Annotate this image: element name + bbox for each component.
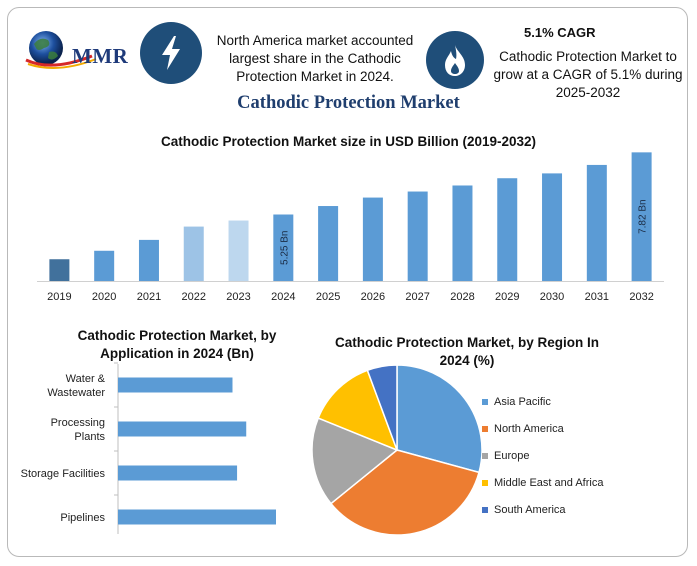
legend-item: South America <box>482 496 603 523</box>
legend-item: Europe <box>482 442 603 469</box>
bar-2026 <box>362 197 383 281</box>
x-tick-label: 2028 <box>450 291 474 303</box>
pie-slice-north-america <box>329 449 480 536</box>
bar-2023 <box>228 220 249 281</box>
x-tick-label: 2020 <box>92 291 116 303</box>
cagr-title: 5.1% CAGR <box>524 25 596 40</box>
pie-slice-south-america <box>366 364 398 451</box>
logo-text: MMR <box>72 44 129 68</box>
bar-2027 <box>407 191 428 281</box>
bar-2020 <box>94 250 115 281</box>
category-label: Water & Wastewater <box>47 373 105 399</box>
x-tick-label: 2024 <box>271 291 295 303</box>
data-label-2032: 7.82 Bn <box>638 199 649 233</box>
pie-slice-europe <box>311 417 399 505</box>
bar-chart-title: Cathodic Protection Market size in USD B… <box>160 134 537 149</box>
legend-swatch <box>482 479 488 486</box>
legend-swatch <box>482 398 488 405</box>
bar-2024 <box>273 214 294 281</box>
legend-item: North America <box>482 415 603 442</box>
hbar-water-wastewater <box>118 377 233 393</box>
region-chart-title: Cathodic Protection Market, by Region In… <box>334 335 600 368</box>
category-label: Storage Facilities <box>21 468 106 480</box>
legend-label: South America <box>494 503 566 516</box>
hbar-storage-facilities <box>118 465 238 481</box>
pie-slice-middle-east-and-africa <box>317 369 399 452</box>
x-tick-label: 2026 <box>361 291 385 303</box>
legend-item: Asia Pacific <box>482 388 603 415</box>
bar-2021 <box>138 239 159 281</box>
legend-swatch <box>482 506 488 513</box>
x-tick-label: 2031 <box>585 291 609 303</box>
flame-icon <box>426 31 484 89</box>
legend-label: Middle East and Africa <box>494 476 604 489</box>
bar-2030 <box>542 173 563 281</box>
bar-2022 <box>183 226 204 281</box>
legend-label: North America <box>494 422 564 435</box>
main-title: Cathodic Protection Market <box>237 93 460 113</box>
mmr-logo <box>25 31 97 69</box>
application-chart-title: Cathodic Protection Market, by Applicati… <box>77 328 277 361</box>
x-tick-label: 2032 <box>629 291 653 303</box>
application-bar-chart: Water & Wastewater Processing Plants Storage… <box>21 362 276 534</box>
bar-2029 <box>497 178 518 281</box>
x-tick-label: 2029 <box>495 291 519 303</box>
pie-legend: Asia Pacific North America Europe Middle Ea… <box>482 388 603 523</box>
cagr-text: Cathodic Protection Market to grow at a … <box>493 49 683 100</box>
legend-item: Middle East and Africa <box>482 469 603 496</box>
legend-label: Asia Pacific <box>494 395 551 408</box>
region-pie-chart <box>311 364 483 536</box>
data-label-2024: 5.25 Bn <box>279 231 290 265</box>
legend-swatch <box>482 425 488 432</box>
x-tick-label: 2022 <box>182 291 206 303</box>
x-tick-label: 2030 <box>540 291 564 303</box>
category-label: Pipelines <box>60 512 105 524</box>
bar-2028 <box>452 185 473 281</box>
category-label: Processing Plants <box>51 417 106 443</box>
hbar-processing-plants <box>118 421 247 437</box>
x-tick-label: 2021 <box>137 291 161 303</box>
legend-swatch <box>482 452 488 459</box>
hbar-pipelines <box>118 509 276 525</box>
bar-2019 <box>49 259 70 281</box>
legend-label: Europe <box>494 449 530 462</box>
bar-2031 <box>586 164 607 281</box>
x-tick-label: 2019 <box>47 291 71 303</box>
x-tick-label: 2023 <box>226 291 250 303</box>
lightning-bolt-icon <box>140 22 202 84</box>
pie-slice-asia-pacific <box>396 364 483 474</box>
x-tick-label: 2025 <box>316 291 340 303</box>
market-size-bar-chart: 2019 2020 2021 2022 2023 2024 5.25 Bn 2025 2026 2… <box>37 152 664 303</box>
x-tick-label: 2027 <box>405 291 429 303</box>
bar-2025 <box>318 206 339 281</box>
market-share-note: North America market accounted largest s… <box>216 33 414 84</box>
bar-2032 <box>631 152 652 281</box>
